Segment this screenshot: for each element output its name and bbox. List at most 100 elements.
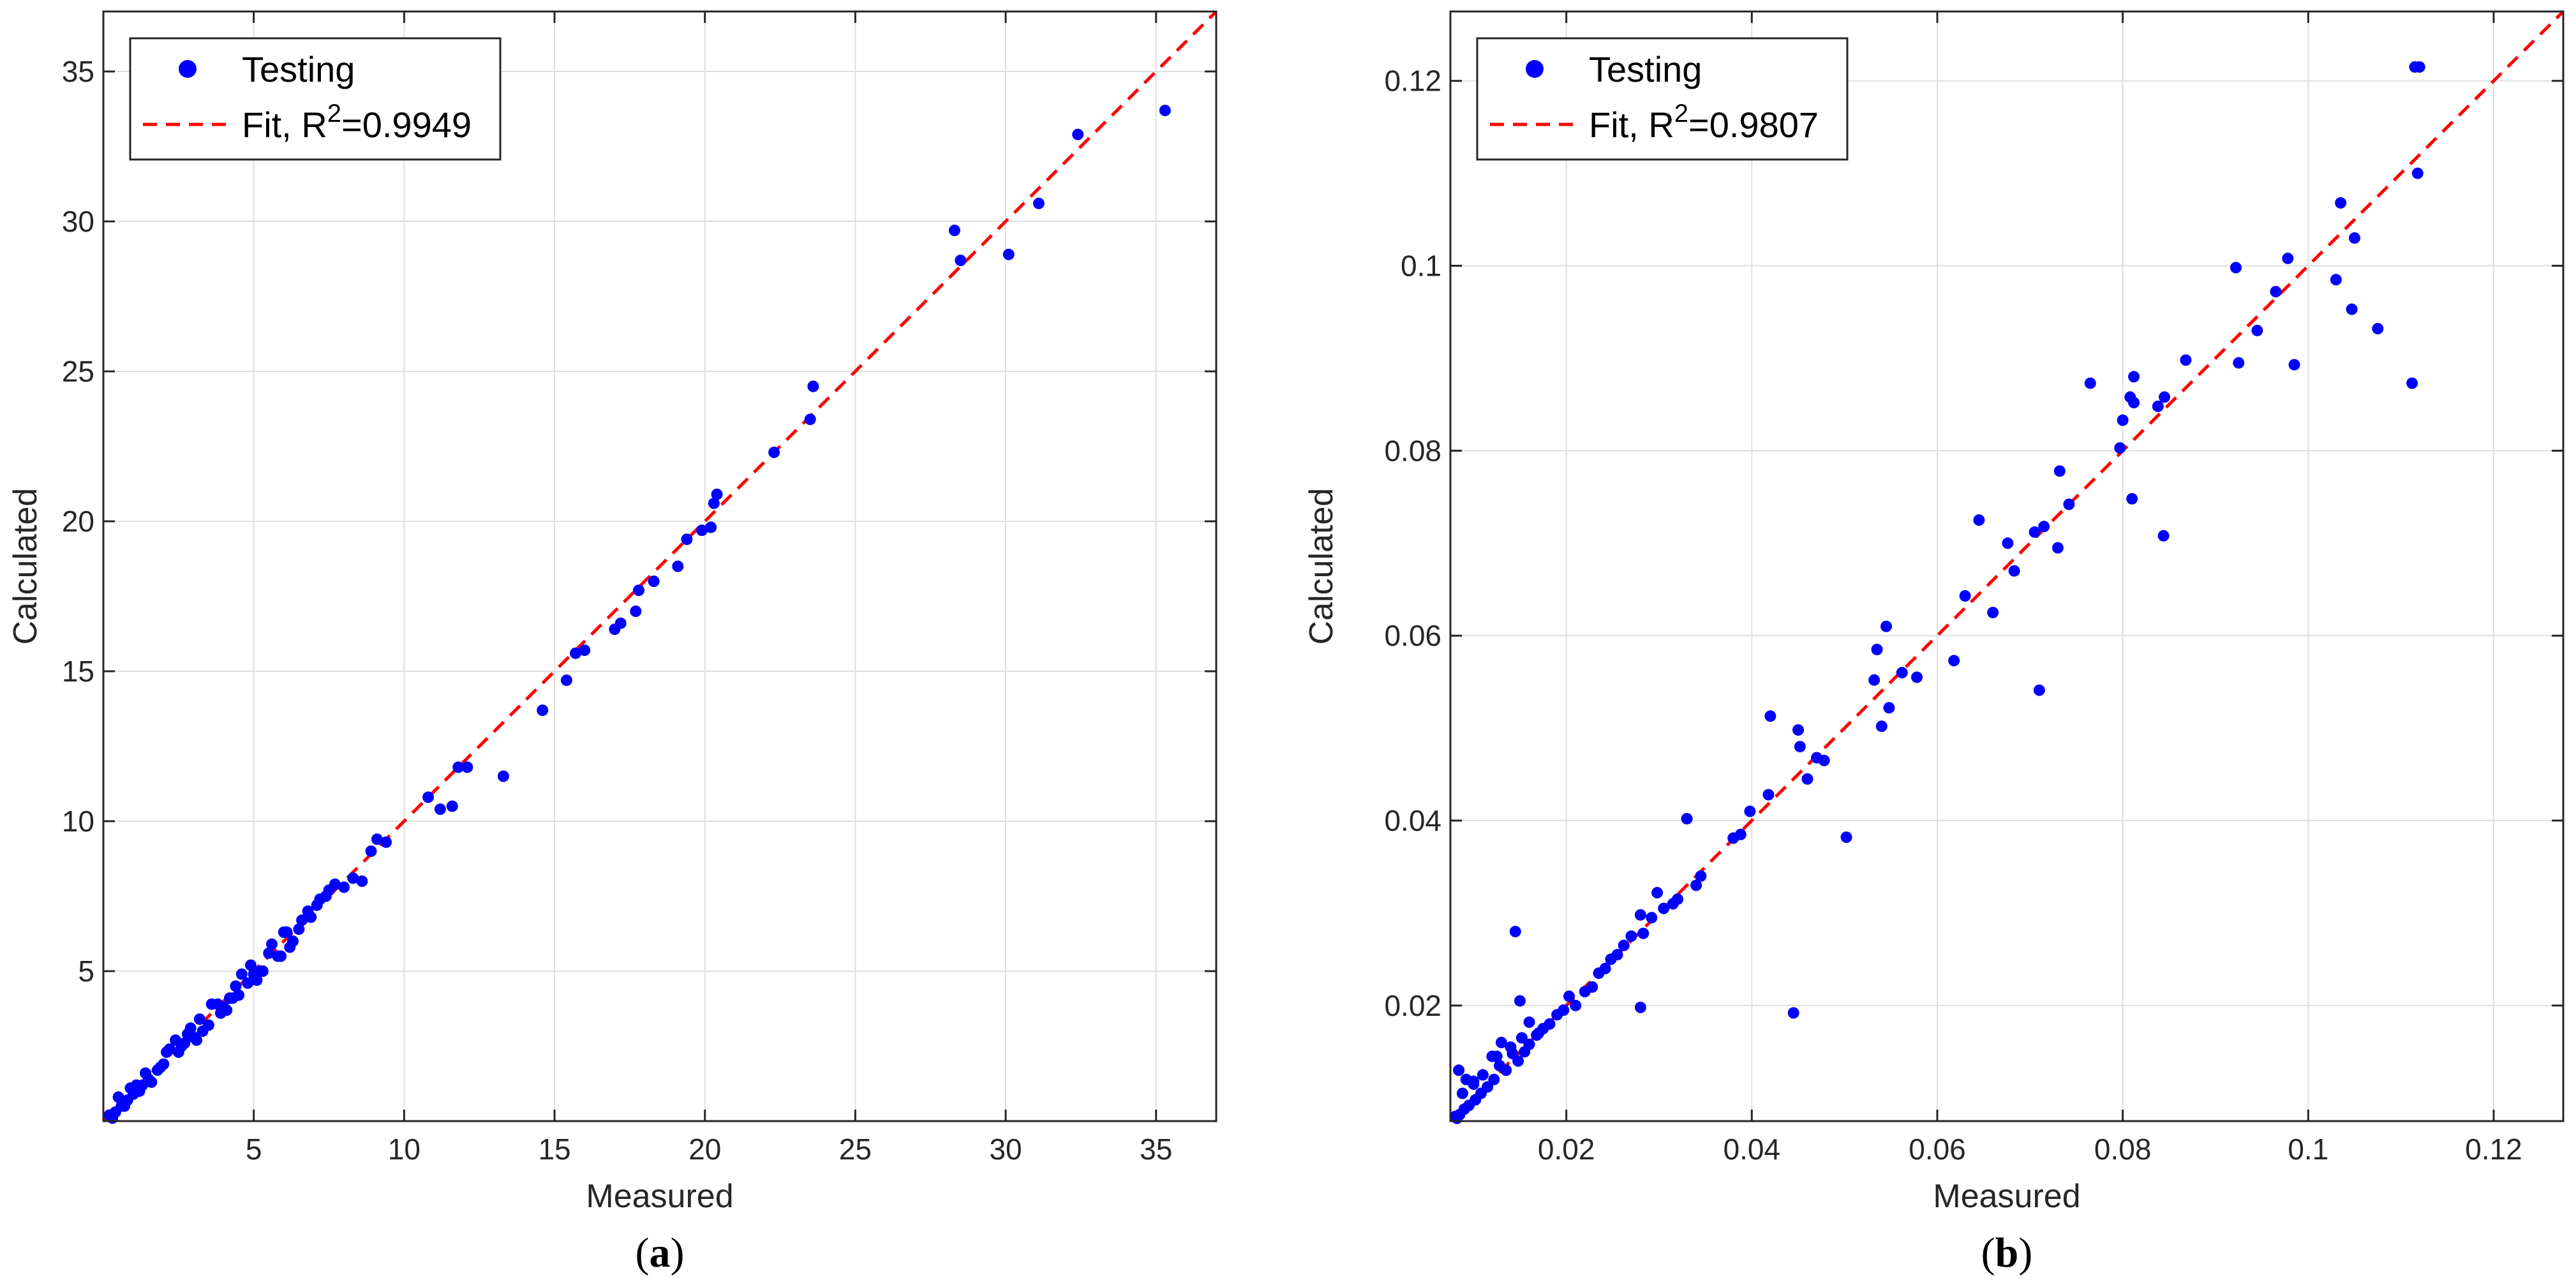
data-point: [314, 893, 326, 905]
data-point: [2159, 391, 2171, 403]
data-point: [278, 926, 290, 938]
data-point: [1495, 1036, 1507, 1048]
data-point: [1868, 674, 1880, 686]
data-point: [1875, 720, 1887, 733]
x-tick-label: 35: [1140, 1133, 1172, 1166]
x-tick-label: 0.04: [1724, 1133, 1781, 1166]
data-point: [302, 905, 314, 917]
data-point: [1840, 831, 1852, 844]
data-point: [2152, 400, 2164, 412]
data-point: [2372, 323, 2384, 335]
data-point: [1681, 813, 1693, 825]
legend-fit-superscript: 2: [327, 100, 341, 128]
legend-label-fit: Fit, R2=0.9949: [242, 100, 472, 145]
data-point: [107, 1112, 119, 1124]
data-point: [244, 959, 257, 971]
data-point: [537, 704, 549, 717]
data-point: [1625, 930, 1637, 942]
x-tick-label: 15: [538, 1133, 570, 1166]
data-point: [1494, 1060, 1506, 1072]
data-point: [1533, 1027, 1545, 1039]
data-point: [1605, 953, 1617, 965]
data-point: [1515, 1032, 1528, 1044]
data-point: [633, 584, 645, 597]
y-tick-label: 0.12: [1384, 64, 1441, 98]
x-axis-label: Measured: [1933, 1178, 2080, 1215]
data-point: [227, 992, 239, 1004]
data-point: [1883, 702, 1895, 714]
data-point: [1880, 620, 1893, 632]
data-point: [2288, 359, 2300, 371]
data-point: [768, 446, 780, 458]
data-point: [497, 770, 509, 782]
data-point: [2033, 684, 2045, 696]
legend-fit-suffix: =0.9807: [1688, 105, 1819, 145]
data-point: [1488, 1073, 1500, 1085]
y-axis-label: Calculated: [7, 488, 44, 645]
legend-fit-superscript: 2: [1674, 100, 1688, 128]
data-point: [2270, 286, 2282, 298]
data-point: [338, 881, 350, 893]
panel-label-close: ): [2018, 1230, 2032, 1276]
data-point: [1072, 128, 1084, 140]
legend-fit-prefix: Fit, R: [242, 105, 327, 145]
data-point: [380, 836, 392, 848]
y-tick-label: 0.02: [1384, 989, 1441, 1022]
data-point: [193, 1013, 205, 1025]
data-point: [257, 965, 269, 977]
data-point: [446, 800, 458, 812]
data-point: [2117, 414, 2129, 426]
y-axis-label: Calculated: [1303, 488, 1340, 645]
data-point: [1651, 887, 1664, 899]
data-point: [705, 521, 717, 533]
data-point: [356, 875, 368, 887]
data-point: [197, 1025, 209, 1037]
data-point: [1744, 805, 1756, 817]
data-point: [1646, 912, 1658, 924]
data-point: [2180, 354, 2192, 366]
data-point: [1449, 1110, 1461, 1122]
x-tick-label: 10: [388, 1133, 421, 1166]
data-point: [170, 1034, 182, 1046]
legend-label-points: Testing: [242, 49, 355, 89]
data-point: [648, 576, 660, 587]
data-point: [251, 974, 263, 986]
data-point: [293, 923, 305, 935]
axes-box: [102, 10, 1217, 1122]
data-point: [347, 872, 359, 884]
data-point: [681, 533, 693, 546]
chart-panel-a: 5 10 15 20 25 30 35 5 10 15 20 25 30 35 Measured Calcul…: [7, 10, 1217, 1276]
data-point: [609, 623, 621, 636]
y-tick-label: 15: [62, 655, 94, 688]
x-tick-label: 0.12: [2465, 1133, 2522, 1166]
data-point: [711, 488, 723, 500]
data-point: [1959, 590, 1971, 602]
data-point: [1593, 967, 1605, 979]
data-point: [1453, 1064, 1465, 1076]
data-point: [1523, 1016, 1535, 1028]
data-point: [235, 968, 248, 980]
data-point: [205, 998, 218, 1010]
data-point: [1667, 898, 1679, 910]
x-tick-label: 0.06: [1909, 1133, 1966, 1166]
data-point: [2008, 565, 2020, 577]
data-point: [1032, 197, 1045, 209]
data-point: [323, 884, 335, 896]
data-point: [118, 1100, 130, 1112]
y-tick-label: 0.06: [1384, 619, 1441, 652]
data-point: [630, 606, 642, 617]
y-tick-label: 0.08: [1384, 434, 1441, 467]
y-tick-label: 10: [62, 805, 94, 838]
x-axis-label: Measured: [586, 1178, 733, 1215]
x-tick-label: 5: [246, 1133, 262, 1166]
data-point: [2114, 442, 2126, 454]
data-point: [124, 1082, 137, 1094]
panel-label-letter: a: [650, 1230, 671, 1276]
x-tick-label: 0.08: [2094, 1133, 2152, 1166]
data-point: [1159, 105, 1171, 117]
x-tick-label: 0.1: [2288, 1133, 2328, 1166]
data-point: [179, 1037, 191, 1049]
data-point: [1456, 1087, 1468, 1099]
data-point: [2349, 232, 2360, 244]
